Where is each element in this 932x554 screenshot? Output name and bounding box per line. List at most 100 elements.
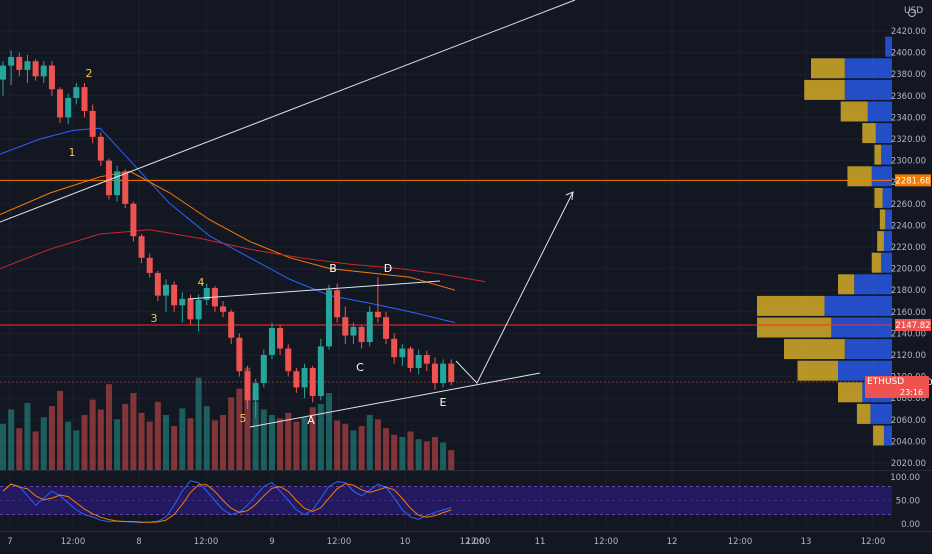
candle-body [399,348,406,358]
candle-body [220,306,227,312]
wave-label: E [440,396,447,409]
candle-body [179,298,186,306]
price-tick-label: 2360.00 [891,92,926,102]
volume-profile-sell [854,274,892,295]
volume-bar [8,409,15,470]
volume-profile-buy [784,339,845,360]
volume-bar [211,420,218,470]
volume-bar [105,384,112,470]
volume-bar [268,415,275,470]
volume-bar [81,415,88,470]
volume-profile-sell [838,360,892,381]
volume-bar [48,406,55,470]
candle-body [32,61,39,77]
candle-body [334,290,341,318]
price-tick-label: 2020.00 [891,459,926,469]
candle-body [24,61,31,70]
volume-profile-buy [871,252,882,273]
volume-bar [89,399,96,470]
volume-profile-buy [838,382,863,403]
price-tick-label: 2220.00 [891,243,926,253]
volume-bar [73,430,80,470]
volume-bar [16,428,23,470]
volume-bar [171,426,178,470]
candle-body [187,298,194,320]
volume-bar [114,419,121,470]
wave-label: C [356,361,364,374]
price-tick-label: 2060.00 [891,416,926,426]
candle-body [163,284,169,296]
wave-label: B [329,262,337,275]
time-tick-label: 12 [667,537,678,547]
volume-profile-buy [840,101,868,122]
time-tick-label: 8 [136,537,141,547]
moving-average-line [0,127,456,324]
time-tick-label: 10 [400,537,411,547]
oscillator-tick-label: 100.00 [890,473,920,483]
candle-body [252,383,259,401]
volume-profile-buy [797,360,838,381]
volume-bar [57,390,64,470]
trendline [0,0,576,223]
volume-profile-sell [844,79,892,100]
volume-bar [423,441,430,470]
volume-bar [228,397,235,470]
time-tick-label: 12:00 [460,537,485,547]
candle-body [105,160,112,196]
volume-bar [358,426,365,470]
volume-bar [374,419,381,470]
candle-body [260,355,267,384]
volume-bar [309,407,316,470]
candle-body [228,311,235,338]
symbol-price-badge: ETHUSD 23:16 [865,376,929,398]
price-tick-label: 2380.00 [891,70,926,80]
candle-body [342,317,349,336]
volume-bar [317,404,324,470]
candle-body [0,65,6,80]
price-tick-label: 2240.00 [891,221,926,231]
volume-bar [260,409,267,470]
volume-profile-buy [757,317,832,338]
time-tick-label: 12:00 [61,537,86,547]
candle-body [81,87,88,111]
volume-bar [244,367,251,470]
volume-bar [334,420,341,470]
price-tick-label: 2040.00 [891,437,926,447]
volume-profile-buy [838,274,855,295]
candle-body [236,337,243,372]
volume-profile-buy [877,231,884,252]
candle-body [244,371,251,401]
price-tick-label: 2420.00 [891,27,926,37]
candle-body [301,367,308,388]
volume-profile-sell [885,36,892,57]
time-tick-label: 12:00 [861,537,886,547]
candle-body [73,87,80,98]
time-tick-label: 9 [269,537,274,547]
volume-bar [179,408,186,470]
volume-bar [391,434,398,470]
volume-bar [350,430,357,470]
volume-profile-sell [882,187,892,208]
candle-body [407,348,414,368]
price-tick-label: 2080.00 [891,394,926,404]
candle-body [383,317,390,339]
time-tick-label: 12:00 [594,537,619,547]
candle-body [440,363,447,384]
time-tick-label: 7 [7,537,12,547]
volume-profile-buy [847,166,872,187]
volume-bar [187,418,194,470]
volume-bar [326,393,332,470]
volume-profile-buy [856,403,871,424]
volume-profile-sell [885,209,892,230]
candle-body [130,203,137,237]
candle-body [431,363,438,384]
candle-body [8,56,15,66]
volume-bar [130,393,137,470]
candle-body [114,171,121,196]
time-tick-label: 12:00 [466,537,491,547]
triangle-upper-line [187,280,441,300]
candle-body [122,171,129,204]
candle-body [391,338,398,358]
